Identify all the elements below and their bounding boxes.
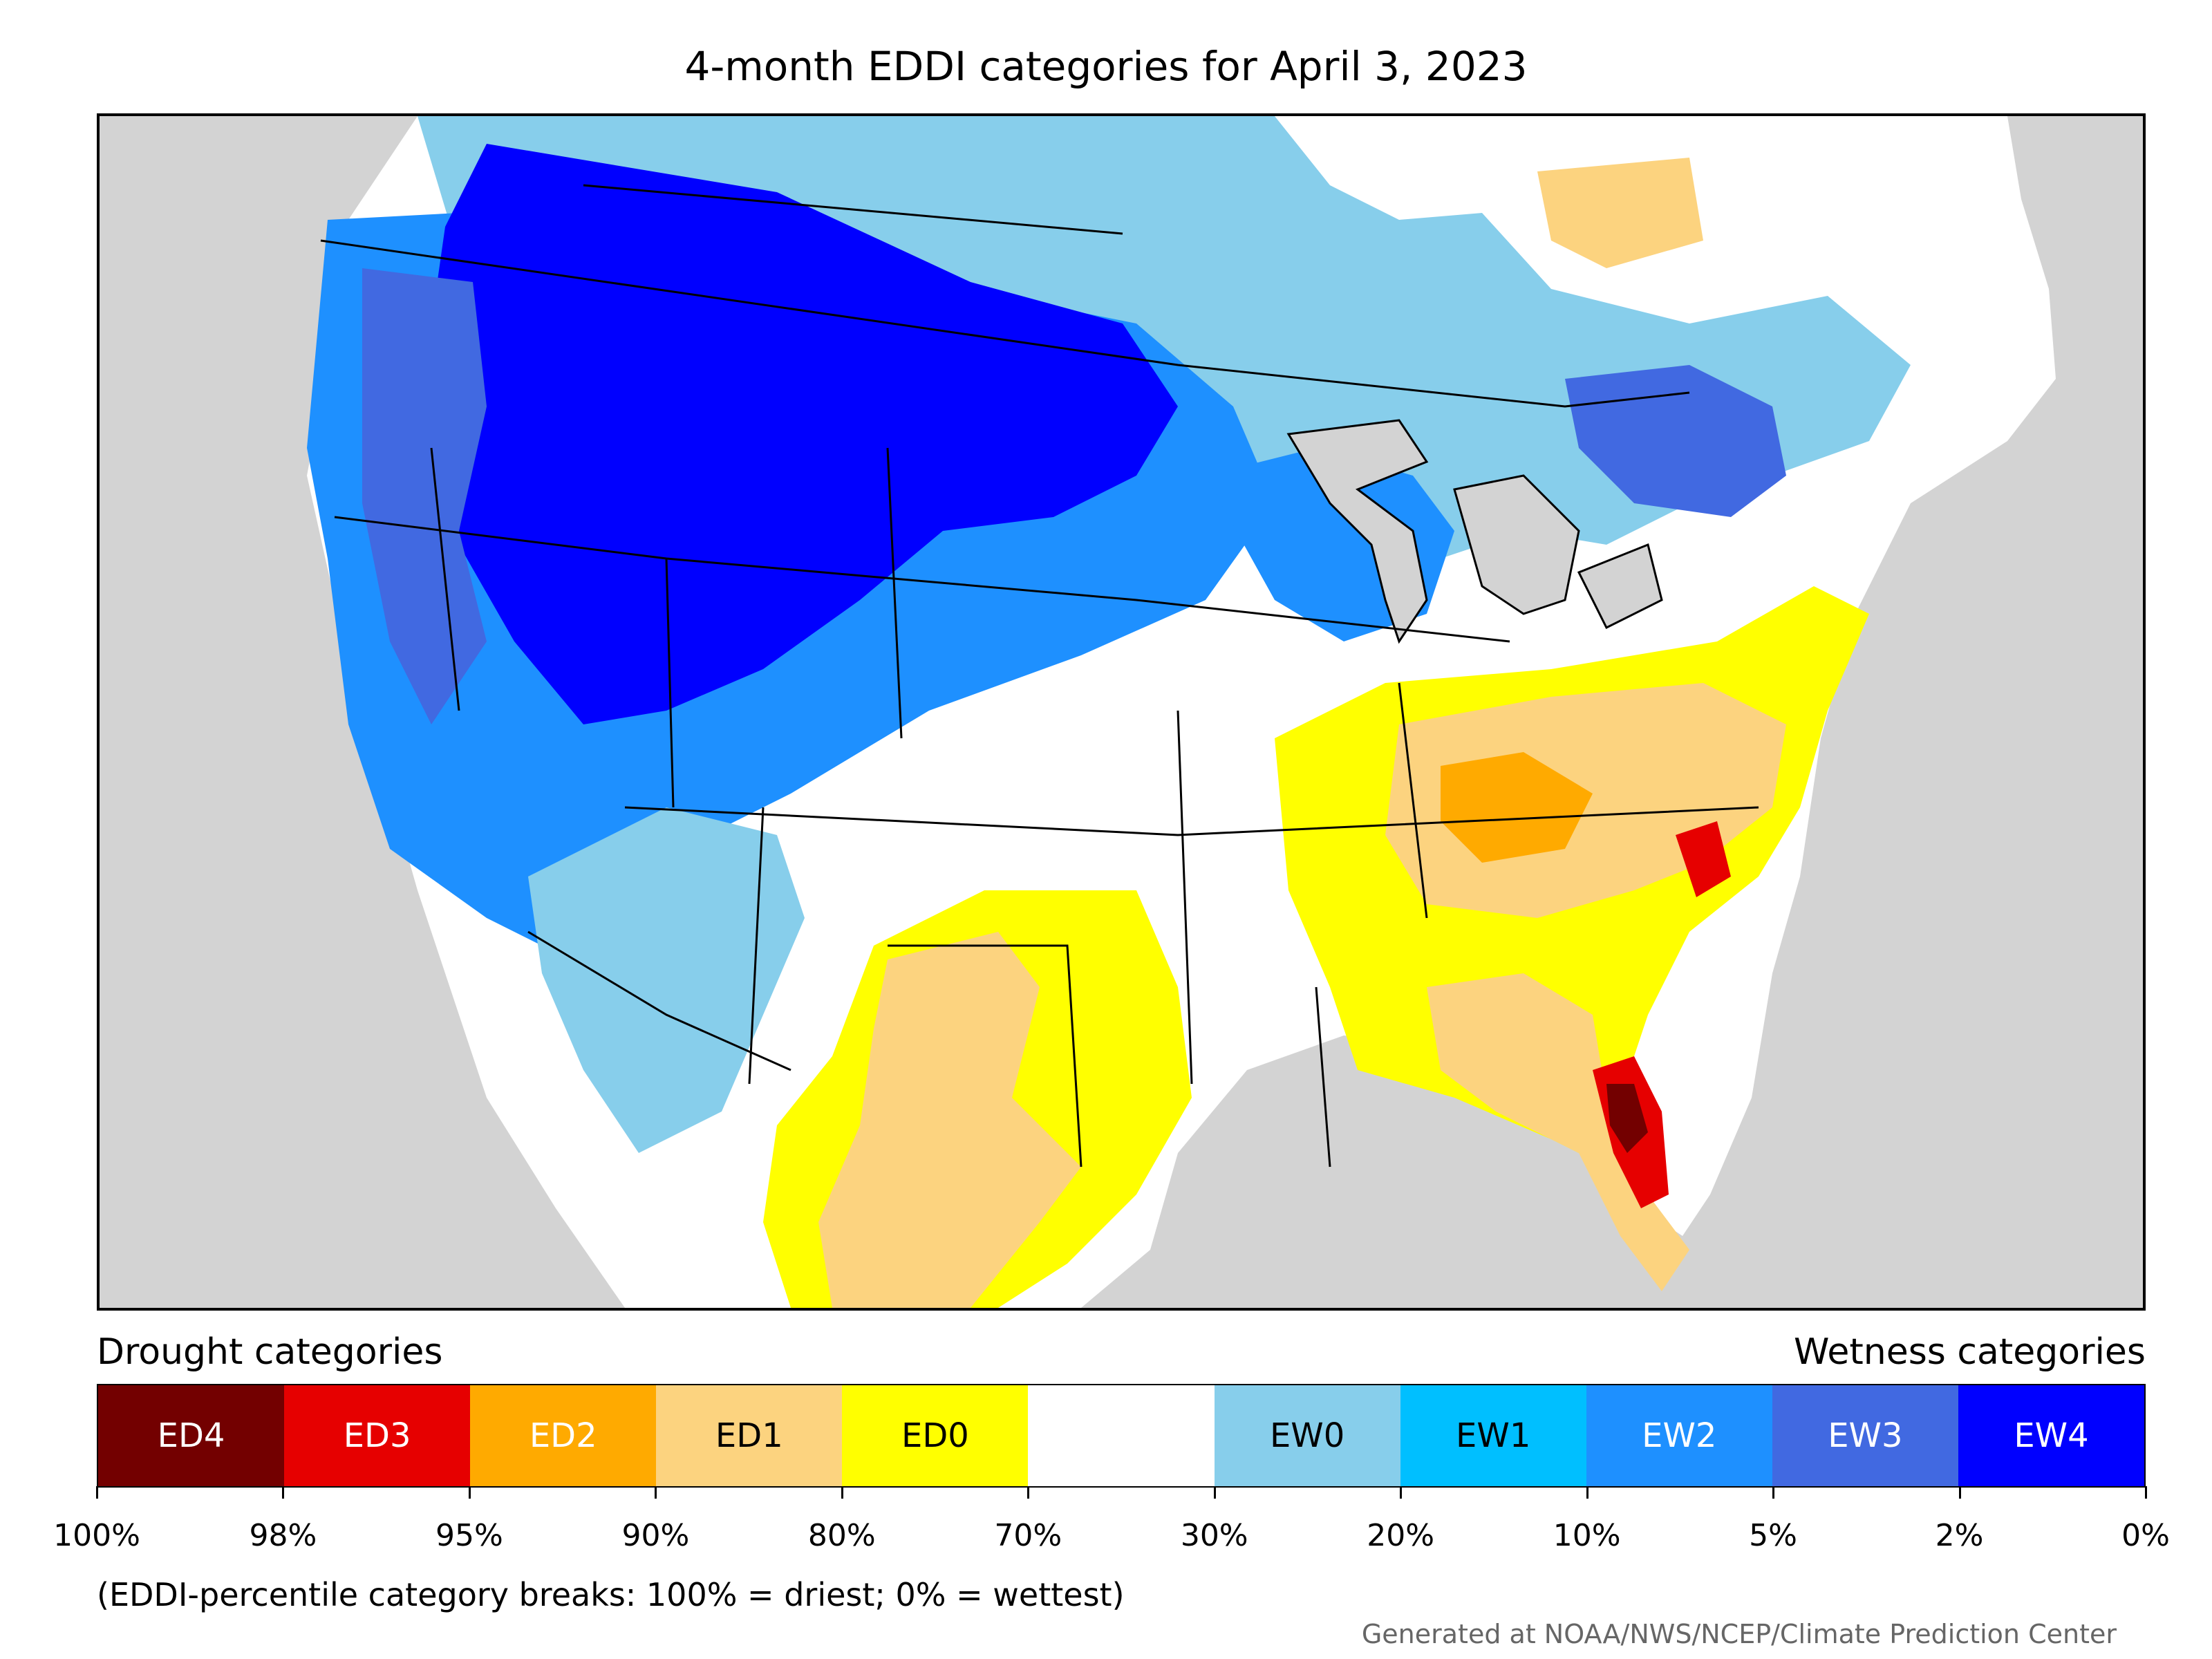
colorbar-tick-label: 2% — [1935, 1518, 1984, 1553]
legend-cell-ew3: EW3 — [1772, 1385, 1958, 1486]
colorbar-tick — [2145, 1486, 2147, 1499]
southwest-ew0 — [528, 807, 805, 1153]
colorbar-tick — [1027, 1486, 1030, 1499]
legend-cell-normal — [1028, 1385, 1215, 1486]
colorbar-tick-label: 100% — [53, 1518, 140, 1553]
map-canvas — [100, 116, 2143, 1308]
eddi-map — [97, 113, 2146, 1311]
great-lakes — [1286, 419, 1663, 644]
colorbar-tick — [282, 1486, 285, 1499]
colorbar-tick-label: 80% — [807, 1518, 876, 1553]
texas-ed1 — [818, 932, 1081, 1308]
colorbar-tick — [655, 1486, 657, 1499]
state-borders — [320, 184, 1759, 1168]
legend-cell-ed1: ED1 — [656, 1385, 843, 1486]
legend-cell-ew2: EW2 — [1586, 1385, 1772, 1486]
credit-line: Generated at NOAA/NWS/NCEP/Climate Predi… — [1361, 1619, 2117, 1649]
colorbar-tick — [1772, 1486, 1775, 1499]
map-title: 4-month EDDI categories for April 3, 202… — [684, 43, 1528, 90]
florida-ed4 — [1606, 1084, 1648, 1153]
colorbar-tick — [468, 1486, 471, 1499]
quebec-ed1 — [1537, 158, 1703, 268]
colorbar-tick-label: 70% — [994, 1518, 1062, 1553]
colorbar-tick-label: 95% — [435, 1518, 503, 1553]
west-ew3 — [362, 268, 487, 724]
colorbar-ticks — [96, 1486, 2147, 1500]
northeast-ew3 — [1565, 365, 1786, 517]
drought-caption: Drought categories — [97, 1331, 443, 1373]
colorbar-tick — [1400, 1486, 1403, 1499]
wetness-caption: Wetness categories — [1794, 1331, 2146, 1373]
category-note: (EDDI-percentile category breaks: 100% =… — [97, 1576, 1125, 1613]
colorbar-tick-label: 10% — [1553, 1518, 1621, 1553]
colorbar-tick — [1958, 1486, 1961, 1499]
legend-cell-ew0: EW0 — [1214, 1385, 1400, 1486]
colorbar-tick — [1586, 1486, 1588, 1499]
colorbar-tick-label: 90% — [621, 1518, 690, 1553]
ohio-ed2 — [1441, 752, 1593, 863]
nc-ed3 — [1676, 821, 1731, 897]
colorbar-tick — [841, 1486, 843, 1499]
legend-cell-ew1: EW1 — [1400, 1385, 1586, 1486]
legend-cell-ed4: ED4 — [98, 1385, 285, 1486]
legend-cell-ew4: EW4 — [1958, 1385, 2145, 1486]
colorbar-tick — [96, 1486, 98, 1499]
colorbar-tick-label: 0% — [2121, 1518, 2170, 1553]
legend-cell-ed0: ED0 — [842, 1385, 1029, 1486]
southeast-ed1 — [1427, 973, 1689, 1291]
west-ew4 — [431, 144, 1178, 724]
colorbar-tick-label: 30% — [1180, 1518, 1248, 1553]
colorbar-tick — [1213, 1486, 1216, 1499]
colorbar-tick-label: 5% — [1749, 1518, 1797, 1553]
colorbar-tick-label: 98% — [249, 1518, 317, 1553]
legend-cell-ed3: ED3 — [284, 1385, 471, 1486]
legend-cell-ed2: ED2 — [470, 1385, 657, 1486]
colorbar-tick-label: 20% — [1367, 1518, 1435, 1553]
category-colorbar: ED4 ED3 ED2 ED1 ED0 EW0 EW1 EW2 EW3 EW4 — [97, 1384, 2146, 1488]
